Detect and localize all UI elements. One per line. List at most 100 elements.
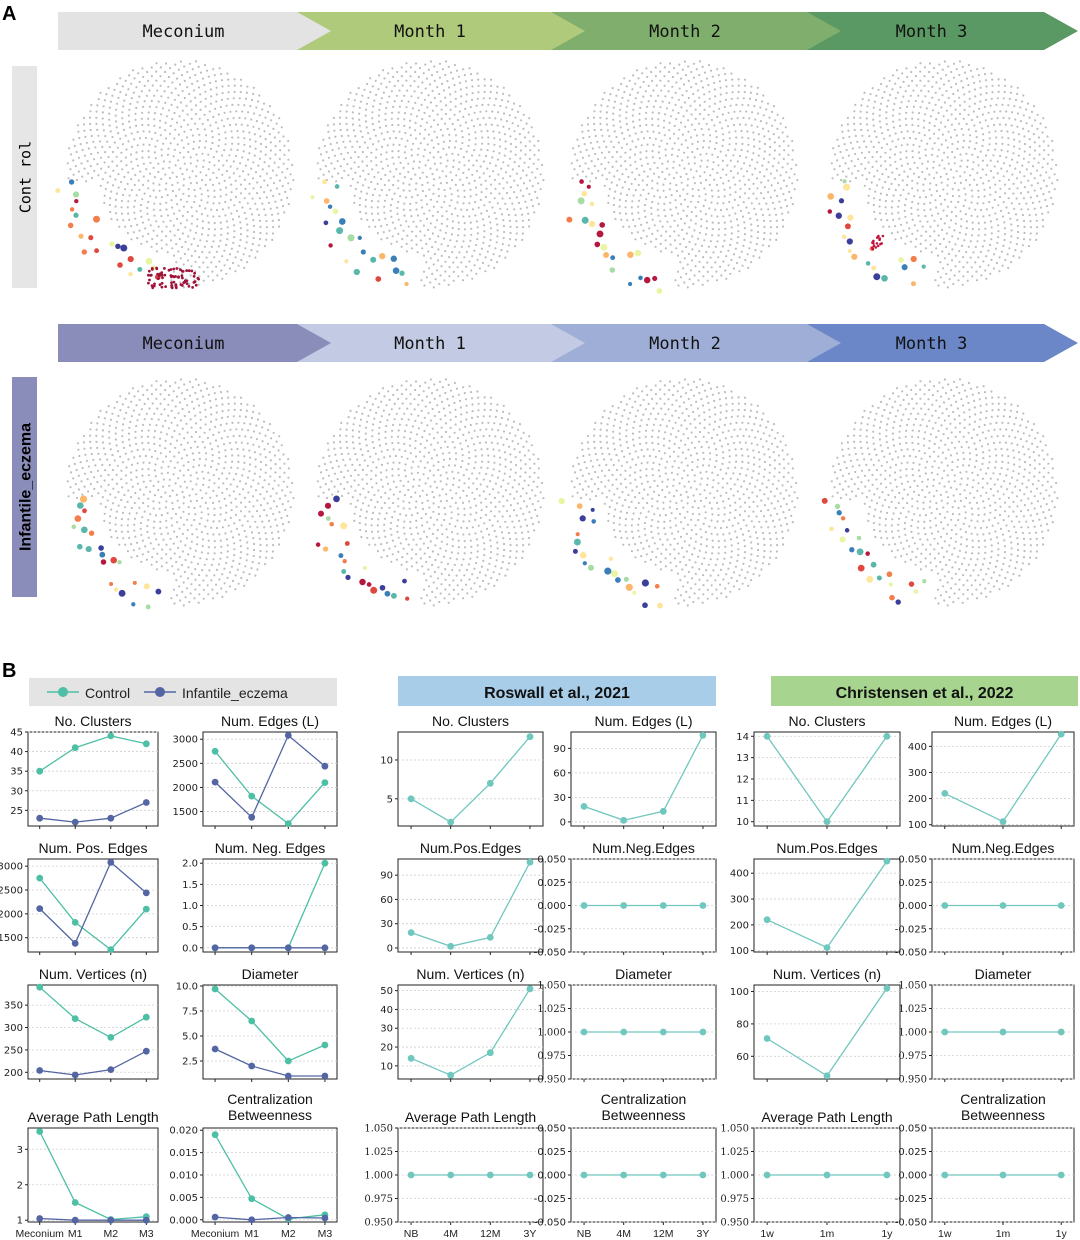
study-headers: Roswall et al., 2021 Christensen et al., … (398, 676, 1078, 706)
network-cluster-node (172, 280, 176, 284)
network-colored-node (849, 547, 855, 553)
network-cluster-node (155, 266, 159, 270)
data-point-control (486, 779, 494, 787)
network-colored-node (575, 532, 580, 537)
network-colored-node (322, 179, 328, 185)
network-colored-node (155, 588, 162, 595)
chart-1: Num. Edges (L) 1500 2000 2500 3000 (173, 713, 338, 829)
chart-ytick-label: 20 (380, 1043, 393, 1054)
network-cluster-node (175, 267, 179, 270)
data-point-infantile_eczema (248, 1216, 256, 1224)
network-colored-node (109, 581, 114, 587)
network-colored-node (857, 564, 865, 572)
chart-ytick-label: 350 (4, 1001, 23, 1012)
stage-label-eczema-1: Month 1 (394, 334, 466, 354)
data-point-control (763, 732, 771, 740)
network-colored-node (77, 502, 84, 509)
series-line-control (214, 1134, 325, 1220)
chart-22: Average Path Length 0.950 0.975 1.000 1.025 1… (720, 1109, 901, 1240)
data-point-infantile_eczema (211, 1213, 219, 1221)
data-point-infantile_eczema (284, 944, 292, 952)
network-colored-node (577, 197, 585, 205)
network-colored-node (344, 259, 349, 264)
data-point-infantile_eczema (211, 1045, 219, 1053)
network-colored-node (594, 241, 601, 248)
data-point-control (211, 747, 219, 755)
network-cluster-node (872, 239, 875, 243)
network-colored-node (390, 592, 397, 599)
network-colored-node (79, 495, 88, 503)
network-colored-node (603, 252, 610, 258)
data-point-control (71, 744, 79, 752)
network-colored-node (88, 235, 94, 241)
chart-2: Num. Pos. Edges 1500 2000 2500 3000 (0, 840, 159, 955)
network-cluster-node (181, 276, 184, 280)
data-point-control (823, 818, 831, 826)
chart-title: No. Clusters (788, 713, 865, 729)
network-colored-node (856, 548, 864, 556)
network-cluster-node (874, 246, 878, 249)
network-nodes (316, 60, 545, 289)
data-point-control (699, 731, 707, 739)
data-point-control (486, 934, 494, 941)
network-colored-node (888, 582, 893, 587)
chart-title: Diameter (615, 966, 672, 982)
data-point-control (763, 1035, 771, 1042)
network-colored-node (325, 516, 331, 521)
data-point-control (999, 902, 1007, 909)
network-colored-node (579, 515, 586, 522)
data-point-infantile_eczema (321, 1072, 329, 1080)
network-colored-node (913, 589, 919, 594)
network-colored-node (656, 288, 663, 294)
network-cluster-node (160, 281, 164, 285)
data-point-control (447, 942, 455, 950)
network-colored-node (910, 281, 917, 287)
chart-xtick-label: 1m (996, 1228, 1011, 1240)
network-colored-node (362, 565, 367, 570)
data-point-control (580, 902, 588, 909)
network-colored-node (74, 198, 79, 204)
data-point-control (1057, 902, 1065, 909)
network-colored-node (632, 590, 637, 595)
network-colored-node (835, 212, 842, 219)
chart-ytick-label: -0.025 (534, 1194, 566, 1205)
data-point-control (407, 795, 415, 803)
network-cluster-node (156, 272, 160, 276)
network-colored-node (641, 579, 649, 587)
chart-21: Diameter 0.950 0.975 1.000 1.025 1.050 (898, 966, 1075, 1086)
network-colored-node (143, 583, 150, 590)
network-colored-node (604, 567, 612, 575)
chart-xtick-label: 3Y (697, 1228, 710, 1240)
chart-ytick-label: 45 (10, 728, 23, 739)
network-colored-node (341, 569, 347, 574)
network-cluster-node (177, 276, 180, 279)
network-colored-node (591, 519, 596, 524)
data-point-control (447, 818, 455, 826)
chart-ytick-label: 0.950 (364, 1218, 393, 1229)
chart-ytick-label: 10 (380, 755, 393, 766)
network-cluster-node (871, 246, 874, 250)
network-colored-node (73, 212, 79, 218)
group-label-control: Cont rol (17, 141, 35, 213)
chart-xtick-label: NB (577, 1228, 592, 1240)
network-colored-node (581, 190, 587, 197)
network-colored-node (375, 276, 382, 282)
network-colored-node (847, 248, 852, 253)
network-colored-node (338, 218, 346, 225)
network-cluster-node (169, 268, 173, 271)
data-point-control (321, 1041, 329, 1049)
network-cluster-node (163, 267, 166, 270)
data-point-control (447, 1171, 455, 1179)
data-point-infantile_eczema (36, 814, 44, 822)
network-colored-node (623, 576, 629, 582)
data-point-control (1057, 1028, 1065, 1036)
network-cluster-node (163, 273, 167, 277)
chart-ytick-label: -0.025 (534, 924, 566, 935)
data-point-control (248, 1195, 256, 1203)
network-nodes (830, 378, 1059, 607)
chart-title: Num. Edges (L) (594, 713, 692, 729)
data-point-control (71, 919, 79, 926)
chart-xtick-label: 1y (881, 1228, 893, 1240)
